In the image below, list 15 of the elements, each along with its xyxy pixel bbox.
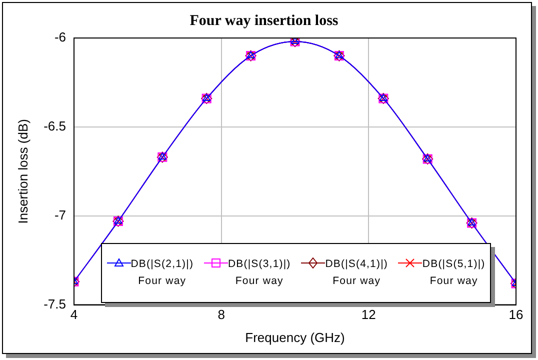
x-tick-label: 16 (508, 307, 524, 322)
x-tick-label: 4 (70, 307, 78, 322)
y-tick-label: -7.5 (44, 296, 66, 312)
legend-label: DB(|S(4,1)|) Four way (325, 256, 388, 289)
x-tick-label: 12 (361, 307, 376, 322)
x-axis-title: Frequency (GHz) (245, 330, 345, 345)
y-tick-label: -6.5 (44, 118, 66, 134)
legend-label: DB(|S(2,1)|) Four way (130, 256, 194, 289)
legend-label: DB(|S(5,1)|) Four way (422, 256, 486, 289)
chart-title: Four way insertion loss (190, 12, 338, 29)
y-tick-label: -6 (54, 30, 66, 45)
x-tick-label: 8 (218, 307, 225, 322)
y-tick-label: -7 (54, 207, 66, 222)
legend-label: DB(|S(3,1)|) Four way (228, 256, 291, 289)
y-axis-title: Insertion loss (dB) (15, 119, 30, 224)
